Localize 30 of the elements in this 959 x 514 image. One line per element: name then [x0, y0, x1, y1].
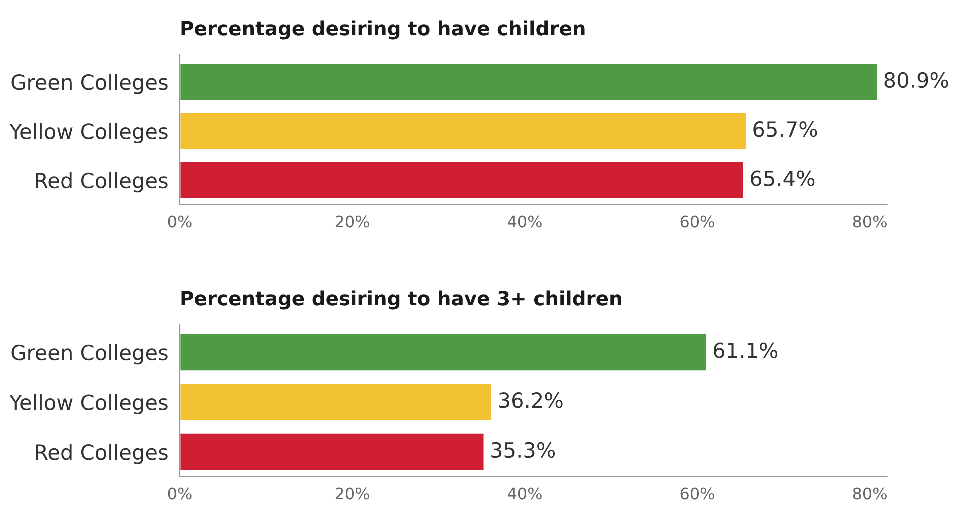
- x-tick-label: 40%: [508, 216, 542, 228]
- x-tick-label: 20%: [336, 488, 370, 500]
- bar: [180, 112, 748, 151]
- bar: [180, 432, 486, 472]
- bar: [180, 332, 708, 372]
- x-tick-label: 60%: [680, 488, 714, 500]
- data-label: 36.2%: [499, 392, 563, 408]
- y-tick-label: Red Colleges: [36, 172, 168, 193]
- y-tick-label: Green Colleges: [12, 74, 168, 94]
- chart-title: Percentage desiring to have children: [182, 20, 585, 40]
- x-tick-label: 40%: [508, 488, 542, 500]
- bar: [180, 62, 878, 102]
- chart-title: Percentage desiring to have 3+ children: [182, 290, 622, 310]
- x-tick-label: 80%: [853, 216, 887, 228]
- x-tick-label: 60%: [680, 216, 714, 228]
- bar: [180, 161, 745, 200]
- y-tick-label: Green Colleges: [12, 344, 168, 365]
- bar: [180, 382, 493, 422]
- data-label: 35.3%: [492, 442, 556, 458]
- data-label: 61.1%: [714, 342, 778, 358]
- data-label: 80.9%: [884, 72, 948, 88]
- x-tick-label: 20%: [336, 216, 370, 228]
- x-tick-label: 0%: [168, 488, 192, 500]
- y-tick-label: Yellow Colleges: [9, 123, 168, 144]
- x-tick-label: 80%: [853, 488, 887, 500]
- y-tick-label: Yellow Colleges: [9, 394, 168, 414]
- x-tick-label: 0%: [168, 216, 192, 228]
- data-label: 65.4%: [751, 170, 815, 186]
- data-label: 65.7%: [754, 122, 818, 138]
- y-tick-label: Red Colleges: [36, 444, 168, 464]
